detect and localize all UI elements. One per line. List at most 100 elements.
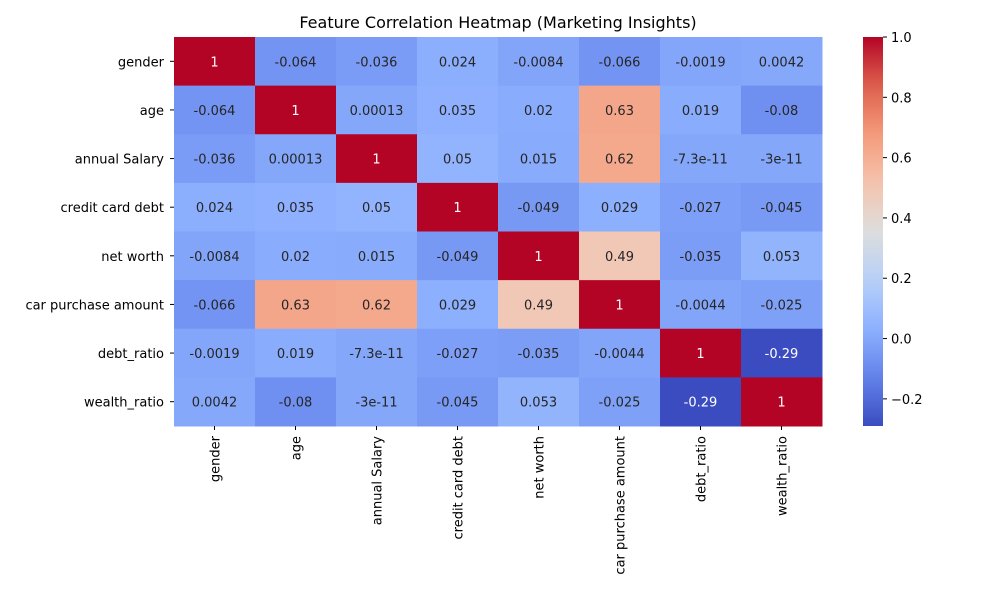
heatmap-cell	[579, 377, 661, 427]
heatmap-cell	[255, 231, 337, 281]
heatmap-cell	[741, 328, 823, 378]
heatmap-cell	[660, 85, 742, 135]
y-tick-label: wealth_ratio	[84, 396, 164, 411]
cell-value-label: 0.00013	[269, 153, 323, 168]
y-tick-label: car purchase amount	[25, 298, 164, 313]
cell-value-label: 0.02	[524, 104, 553, 119]
colorbar-gradient	[863, 37, 883, 426]
heatmap-cell	[255, 134, 337, 184]
cell-value-label: -3e-11	[355, 396, 397, 411]
cell-value-label: -0.08	[279, 396, 313, 411]
cell-value-label: 1	[453, 201, 461, 216]
heatmap-cell	[336, 37, 418, 87]
heatmap-cell	[174, 377, 256, 427]
heatmap-cell	[336, 328, 418, 378]
heatmap-cell	[660, 182, 742, 232]
cell-value-label: 1	[777, 396, 785, 411]
cell-value-label: 1	[291, 104, 299, 119]
x-tick-label: annual Salary	[371, 436, 386, 526]
cell-value-label: 0.024	[196, 201, 233, 216]
heatmap-cell	[660, 134, 742, 184]
heatmap-cell	[741, 377, 823, 427]
heatmap-cell	[498, 134, 580, 184]
heatmap-cell	[255, 280, 337, 330]
heatmap-cell	[174, 134, 256, 184]
y-axis-ticks: gender age annual Salary credit card debt ne…	[25, 55, 174, 411]
cell-value-label: -0.29	[765, 347, 799, 362]
colorbar-tick-label: 0.6	[891, 152, 912, 167]
cell-value-label: -0.036	[194, 153, 236, 168]
y-tick-label: gender	[118, 55, 165, 70]
cell-value-label: 1	[210, 55, 218, 70]
cell-value-label: 0.035	[439, 104, 476, 119]
cell-value-label: 0.0042	[192, 396, 238, 411]
cell-value-label: 0.49	[605, 250, 634, 265]
heatmap-cell	[660, 377, 742, 427]
cell-value-label: -0.0084	[513, 55, 563, 70]
y-tick-label: credit card debt	[60, 201, 164, 216]
cell-value-label: -0.066	[599, 55, 641, 70]
heatmap-cell	[417, 377, 499, 427]
colorbar-tick-label: 0.0	[891, 333, 912, 348]
heatmap-cell	[741, 134, 823, 184]
heatmap-cell	[417, 37, 499, 87]
cell-value-label: 0.029	[439, 298, 476, 313]
cell-value-label: -0.036	[356, 55, 398, 70]
cell-value-label: 0.62	[362, 298, 391, 313]
heatmap-cell	[255, 377, 337, 427]
cell-value-label: 1	[615, 298, 623, 313]
cell-value-label: 0.49	[524, 298, 553, 313]
y-tick-label: net worth	[101, 250, 164, 265]
heatmap-cell	[741, 37, 823, 87]
cell-value-label: 0.019	[682, 104, 719, 119]
cell-value-label: -0.29	[684, 396, 718, 411]
heatmap-cell	[417, 231, 499, 281]
heatmap-cell	[336, 182, 418, 232]
heatmap-cell	[174, 85, 256, 135]
x-axis-ticks: gender age annual Salary credit card debt ne…	[209, 426, 791, 575]
x-tick-label: debt_ratio	[695, 436, 710, 502]
heatmap-cell	[579, 231, 661, 281]
cell-value-label: -0.0019	[189, 347, 239, 362]
cell-value-label: -0.045	[437, 396, 479, 411]
heatmap-cell	[660, 37, 742, 87]
heatmap-cell	[174, 280, 256, 330]
heatmap-cell	[498, 231, 580, 281]
cell-value-label: 0.024	[439, 55, 476, 70]
x-tick-label: net worth	[533, 436, 548, 499]
heatmap-cell	[741, 85, 823, 135]
heatmap-cell	[255, 328, 337, 378]
cell-value-label: 0.053	[763, 250, 800, 265]
heatmap-cell	[255, 37, 337, 87]
cell-value-label: -0.027	[680, 201, 722, 216]
heatmap-cell	[579, 134, 661, 184]
cell-value-label: -0.035	[680, 250, 722, 265]
cell-value-label: 0.62	[605, 153, 634, 168]
colorbar-tick-label: 0.8	[891, 91, 912, 106]
heatmap-cell	[741, 280, 823, 330]
x-tick-label: gender	[209, 435, 224, 482]
cell-value-label: -0.049	[437, 250, 479, 265]
heatmap-cell	[255, 85, 337, 135]
heatmap-cell	[417, 85, 499, 135]
y-tick-label: debt_ratio	[98, 347, 164, 362]
x-tick-label: wealth_ratio	[776, 436, 791, 516]
cell-value-label: 0.019	[277, 347, 314, 362]
chart-title: Feature Correlation Heatmap (Marketing I…	[299, 13, 696, 32]
heatmap-cell	[174, 182, 256, 232]
cell-value-label: -0.0044	[675, 298, 725, 313]
cell-value-label: 1	[696, 347, 704, 362]
heatmap-cell	[741, 182, 823, 232]
cell-value-label: 0.02	[281, 250, 310, 265]
cell-value-label: 0.053	[520, 396, 557, 411]
heatmap-cell	[498, 280, 580, 330]
x-tick-label: credit card debt	[452, 436, 467, 540]
cell-value-label: 0.63	[281, 298, 310, 313]
cell-value-label: 0.015	[520, 153, 557, 168]
heatmap-cell	[579, 328, 661, 378]
heatmap-cell	[579, 182, 661, 232]
colorbar-tick-label: −0.2	[891, 393, 923, 408]
cell-value-label: 1	[534, 250, 542, 265]
